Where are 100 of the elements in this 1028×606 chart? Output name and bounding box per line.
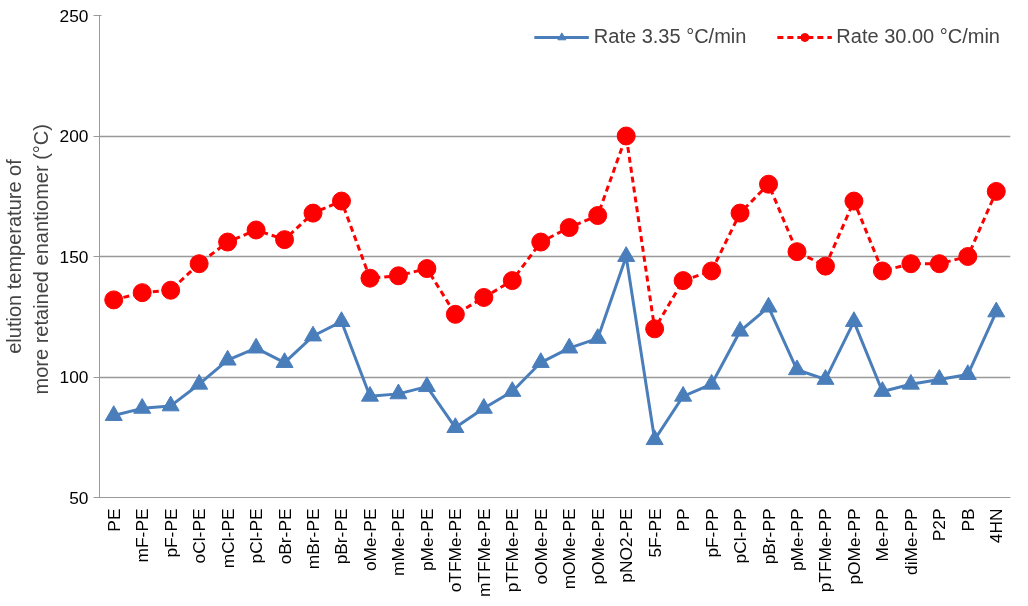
point: [275, 230, 295, 250]
x-tick-label: 4HN: [986, 508, 1007, 544]
x-tick-label: mF-PE: [132, 508, 153, 563]
point: [730, 203, 750, 223]
point: [873, 381, 892, 397]
point: [247, 337, 266, 354]
point: [731, 320, 750, 337]
point: [360, 268, 380, 288]
x-tick-label: pOMe-PE: [587, 508, 608, 585]
y-tick-label: 50: [69, 487, 89, 508]
point: [503, 381, 522, 397]
point: [445, 304, 465, 324]
x-tick-label: mOMe-PE: [559, 508, 580, 590]
point: [588, 206, 608, 226]
legend-label: Rate 3.35 °C/min: [593, 25, 747, 48]
x-tick-label: oCl-PE: [189, 508, 210, 564]
x-tick-label: pBr-PP: [758, 508, 779, 565]
point: [930, 369, 949, 385]
x-tick-label: pF-PP: [701, 508, 722, 558]
point: [872, 261, 892, 281]
x-tick-label: pF-PE: [160, 508, 181, 558]
point: [815, 256, 835, 276]
x-tick-label: oOMe-PE: [530, 508, 551, 585]
point: [218, 232, 238, 252]
point: [331, 191, 351, 211]
point: [560, 337, 579, 354]
point: [303, 203, 323, 223]
legend-label: Rate 30.00 °C/min: [836, 25, 1000, 48]
point: [417, 259, 437, 279]
point: [531, 232, 551, 252]
x-tick-label: pNO2-PE: [616, 508, 637, 583]
point: [759, 174, 779, 194]
x-tick-label: diMe-PP: [900, 508, 921, 575]
x-tick-label: oBr-PE: [274, 508, 295, 565]
x-tick-label: mBr-PE: [303, 508, 324, 570]
point: [218, 349, 237, 366]
x-tick-label: pMe-PE: [416, 508, 437, 572]
point: [759, 296, 778, 313]
point: [674, 385, 693, 402]
x-tick-label: pTFMe-PP: [815, 508, 836, 593]
point: [958, 364, 977, 380]
x-tick-label: mMe-PE: [388, 508, 409, 576]
x-tick-label: Me-PP: [872, 508, 893, 562]
y-tick-label: 200: [59, 126, 89, 146]
point: [645, 429, 664, 446]
point: [986, 181, 1006, 201]
point: [104, 290, 124, 310]
point: [304, 325, 323, 342]
x-tick-label: 5F-PE: [644, 508, 665, 558]
point: [161, 395, 180, 412]
x-tick-label: PE: [103, 508, 124, 532]
point: [389, 383, 408, 400]
x-tick-label: P2P: [929, 508, 950, 542]
point: [987, 301, 1006, 318]
point: [559, 218, 579, 238]
point: [702, 373, 721, 390]
point: [958, 247, 978, 266]
point: [645, 319, 665, 339]
x-tick-label: pMe-PP: [786, 508, 807, 572]
point: [190, 373, 209, 390]
x-tick-label: PB: [957, 508, 978, 532]
x-tick-label: oTFMe-PE: [445, 508, 466, 593]
x-tick-label: pCl-PE: [246, 508, 267, 564]
point: [417, 376, 436, 393]
point: [616, 126, 636, 146]
point: [929, 254, 949, 274]
point: [844, 311, 863, 327]
point: [474, 398, 493, 414]
point: [446, 417, 465, 434]
point: [673, 271, 693, 291]
point: [275, 352, 294, 368]
point: [844, 191, 864, 211]
point: [588, 328, 607, 344]
x-tick-label: mCl-PE: [217, 508, 238, 569]
point: [901, 373, 920, 390]
point: [901, 254, 921, 274]
x-tick-label: pBr-PE: [331, 508, 352, 565]
point: [531, 352, 550, 368]
point: [787, 359, 806, 376]
point: [133, 398, 152, 414]
point: [332, 311, 351, 327]
point: [702, 261, 722, 281]
y-axis-title: elution temperature of more retained enantiomer (°C): [3, 124, 52, 395]
point: [246, 220, 266, 240]
x-tick-label: pOMe-PP: [843, 508, 864, 585]
y-tick-label: 100: [59, 367, 89, 387]
point: [104, 405, 123, 421]
point: [360, 385, 379, 402]
point: [787, 242, 807, 262]
x-tick-label: oMe-PE: [359, 508, 380, 572]
point: [474, 287, 494, 307]
x-tick-label: pTFMe-PE: [502, 508, 523, 593]
point: [388, 266, 408, 286]
x-tick-label: pCl-PP: [730, 508, 751, 564]
point: [161, 280, 181, 300]
point: [816, 369, 835, 385]
x-tick-label: PP: [673, 508, 694, 532]
point: [502, 271, 522, 291]
point: [189, 254, 209, 274]
y-tick-label: 250: [59, 5, 89, 26]
